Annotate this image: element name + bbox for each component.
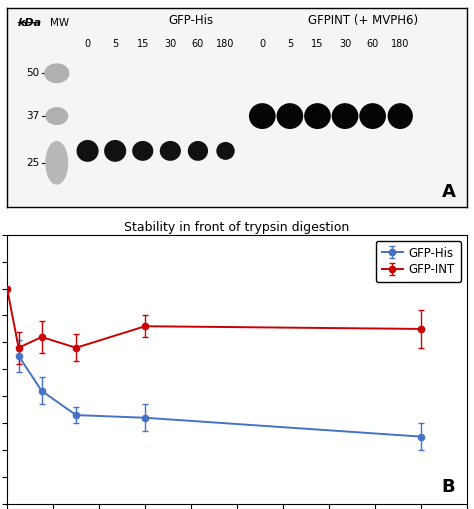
Text: 60: 60 xyxy=(366,40,379,49)
Text: B: B xyxy=(442,478,456,496)
Ellipse shape xyxy=(160,141,181,161)
Ellipse shape xyxy=(304,103,331,129)
Text: GFP-His: GFP-His xyxy=(168,14,214,26)
Text: kDa: kDa xyxy=(17,18,41,27)
Ellipse shape xyxy=(44,63,69,83)
Text: 5: 5 xyxy=(287,40,293,49)
Ellipse shape xyxy=(76,140,99,162)
Ellipse shape xyxy=(276,103,303,129)
Text: GFPINT (+ MVPH6): GFPINT (+ MVPH6) xyxy=(309,14,419,26)
Text: 30: 30 xyxy=(164,40,176,49)
Ellipse shape xyxy=(332,103,358,129)
Text: 180: 180 xyxy=(391,40,410,49)
Text: 15: 15 xyxy=(311,40,324,49)
Ellipse shape xyxy=(388,103,413,129)
Text: MW: MW xyxy=(50,18,70,27)
Text: 60: 60 xyxy=(192,40,204,49)
Text: 50: 50 xyxy=(26,68,39,78)
Text: 180: 180 xyxy=(216,40,235,49)
Ellipse shape xyxy=(188,141,208,161)
Ellipse shape xyxy=(46,141,68,185)
Ellipse shape xyxy=(46,107,68,125)
Ellipse shape xyxy=(104,140,126,162)
Ellipse shape xyxy=(216,142,235,160)
Ellipse shape xyxy=(132,141,153,161)
Text: 25: 25 xyxy=(26,158,39,168)
Text: 30: 30 xyxy=(339,40,351,49)
Text: A: A xyxy=(441,183,456,201)
Legend: GFP-His, GFP-INT: GFP-His, GFP-INT xyxy=(376,241,461,282)
Text: 0: 0 xyxy=(259,40,265,49)
Ellipse shape xyxy=(249,103,275,129)
Text: 0: 0 xyxy=(84,40,91,49)
Text: 15: 15 xyxy=(137,40,149,49)
Title: Stability in front of trypsin digestion: Stability in front of trypsin digestion xyxy=(124,220,350,234)
Ellipse shape xyxy=(359,103,386,129)
Text: 37: 37 xyxy=(26,111,39,121)
Text: 5: 5 xyxy=(112,40,118,49)
